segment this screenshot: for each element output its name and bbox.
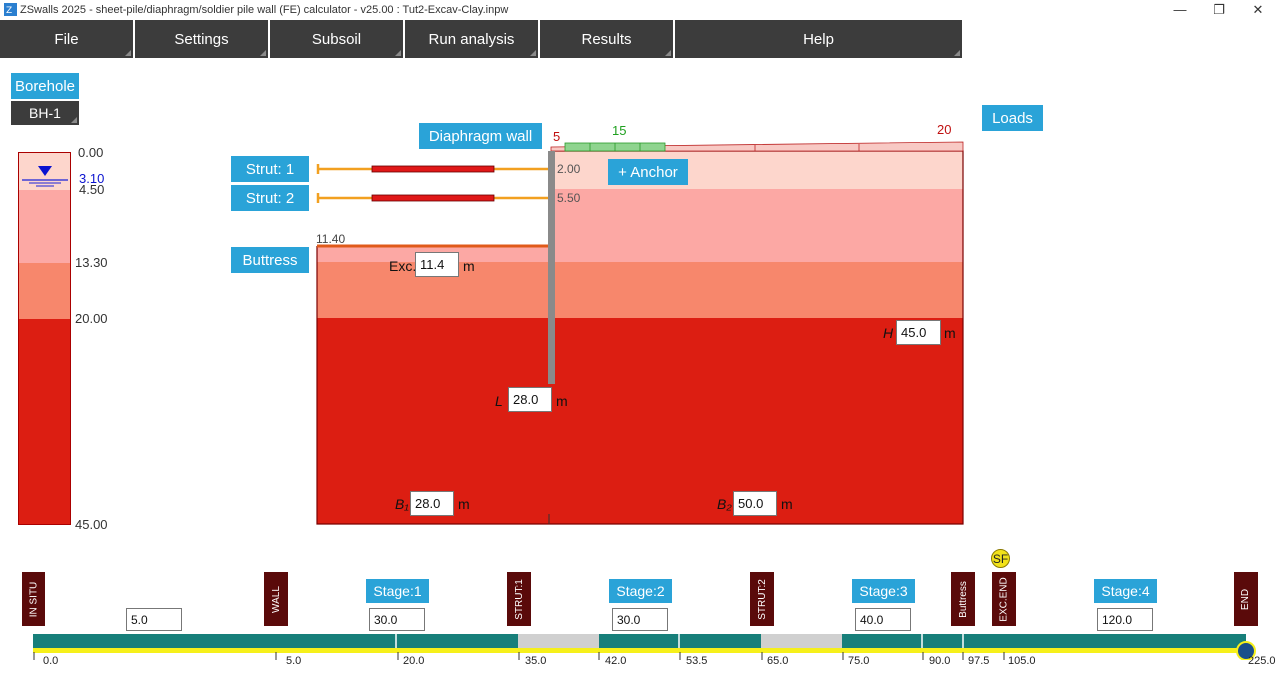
duration-input-3[interactable]: 30.0 <box>612 608 668 631</box>
load-right-value: 20 <box>937 122 952 137</box>
marker-buttress[interactable]: Buttress <box>951 572 975 626</box>
timeline-tick: 5.0 <box>286 655 302 667</box>
stage-4-button[interactable]: Stage:4 <box>1094 579 1157 603</box>
diaphragm-wall <box>548 151 555 384</box>
stage-2-button[interactable]: Stage:2 <box>609 579 672 603</box>
marker-strut-1[interactable]: STRUT:1 <box>507 572 531 626</box>
height-unit: m <box>944 325 956 341</box>
length-label: L <box>495 393 503 409</box>
water-level-value: 3.10 <box>79 171 105 186</box>
diaphragm-wall-button[interactable]: Diaphragm wall <box>419 123 542 149</box>
stage-3-button[interactable]: Stage:3 <box>852 579 915 603</box>
menu-results[interactable]: Results <box>540 20 675 58</box>
height-input[interactable]: 45.0 <box>896 320 941 345</box>
timeline-tick: 90.0 <box>929 655 951 667</box>
duration-input-4[interactable]: 40.0 <box>855 608 911 631</box>
title-bar: Z ZSwalls 2025 - sheet-pile/diaphragm/so… <box>0 0 1280 20</box>
borehole-depth-1: 4.50 <box>79 182 105 197</box>
timeline-tick: 35.0 <box>525 655 547 667</box>
timeline-tick: 20.0 <box>403 655 425 667</box>
strut-1-member <box>371 165 495 173</box>
marker-wall[interactable]: WALL <box>264 572 288 626</box>
b2-input[interactable]: 50.0 <box>733 491 777 516</box>
minimize-button[interactable]: — <box>1173 2 1187 17</box>
maximize-button[interactable]: ❐ <box>1213 2 1225 17</box>
duration-input-1[interactable]: 5.0 <box>126 608 182 631</box>
timeline-tick: 0.0 <box>43 655 59 667</box>
model-canvas <box>316 141 964 525</box>
load-strip-value: 15 <box>612 123 627 138</box>
strut-2-button[interactable]: Strut: 2 <box>231 185 309 211</box>
strut-1-depth: 2.00 <box>557 162 581 176</box>
menu-run-analysis[interactable]: Run analysis <box>405 20 540 58</box>
water-table-icon <box>22 166 68 187</box>
strut-2-member <box>371 194 495 202</box>
borehole-button[interactable]: Borehole <box>11 73 79 99</box>
borehole-layer-2 <box>19 190 70 263</box>
excavation-input[interactable]: 11.4 <box>415 252 459 277</box>
borehole-column <box>18 152 71 525</box>
wall-length-input[interactable]: 28.0 <box>508 387 552 412</box>
borehole-depth-3: 20.00 <box>75 311 108 326</box>
borehole-select[interactable]: BH-1 <box>11 101 79 125</box>
b1-label: B₁ <box>395 496 409 512</box>
marker-strut-2[interactable]: STRUT:2 <box>750 572 774 626</box>
borehole-layer-3 <box>19 263 70 319</box>
timeline-bar <box>33 634 1256 660</box>
soil-left-layer-4 <box>317 318 551 524</box>
buttress-button[interactable]: Buttress <box>231 247 309 273</box>
b1-unit: m <box>458 496 470 512</box>
b1-input[interactable]: 28.0 <box>410 491 454 516</box>
strut-2-depth: 5.50 <box>557 191 581 205</box>
timeline-tick: 42.0 <box>605 655 627 667</box>
menu-file[interactable]: File <box>0 20 135 58</box>
timeline-tick: 97.5 <box>968 655 990 667</box>
timeline-tick: 65.0 <box>767 655 789 667</box>
menu-help[interactable]: Help <box>675 20 962 58</box>
timeline-tick: 225.0 <box>1248 655 1276 667</box>
borehole-depth-0: 0.00 <box>78 145 104 160</box>
soil-right-layer-2 <box>551 189 963 262</box>
marker-exc-end[interactable]: EXC.END <box>992 572 1016 626</box>
b2-unit: m <box>781 496 793 512</box>
b2-label: B₂ <box>717 496 732 512</box>
load-left-value: 5 <box>553 129 561 144</box>
safety-factor-badge[interactable]: SF <box>991 549 1010 568</box>
svg-text:Z: Z <box>6 6 12 16</box>
duration-input-2[interactable]: 30.0 <box>369 608 425 631</box>
excavation-unit: m <box>463 258 475 274</box>
menu-subsoil[interactable]: Subsoil <box>270 20 405 58</box>
timeline-tick: 75.0 <box>848 655 870 667</box>
strut-1-button[interactable]: Strut: 1 <box>231 156 309 182</box>
buttress-level: 11.40 <box>316 232 346 246</box>
soil-right-layer-3 <box>551 262 963 318</box>
borehole-depth-2: 13.30 <box>75 255 108 270</box>
menu-settings[interactable]: Settings <box>135 20 270 58</box>
stage-1-button[interactable]: Stage:1 <box>366 579 429 603</box>
loads-button[interactable]: Loads <box>982 105 1043 131</box>
duration-input-5[interactable]: 120.0 <box>1097 608 1153 631</box>
length-unit: m <box>556 393 568 409</box>
window-title: ZSwalls 2025 - sheet-pile/diaphragm/sold… <box>20 4 509 16</box>
borehole-depth-4: 45.00 <box>75 517 108 532</box>
marker-in-situ[interactable]: IN SITU <box>22 572 45 626</box>
app-icon: Z <box>4 3 17 16</box>
add-anchor-button[interactable]: + Anchor <box>608 159 688 185</box>
timeline-tick: 53.5 <box>686 655 708 667</box>
excavation-label: Exc. <box>389 258 417 274</box>
borehole-layer-4 <box>19 319 70 524</box>
close-button[interactable]: ✕ <box>1252 2 1264 17</box>
soil-right-layer-4 <box>551 318 963 524</box>
height-label: H <box>883 325 894 341</box>
marker-end[interactable]: END <box>1234 572 1258 626</box>
timeline-tick: 105.0 <box>1008 655 1036 667</box>
